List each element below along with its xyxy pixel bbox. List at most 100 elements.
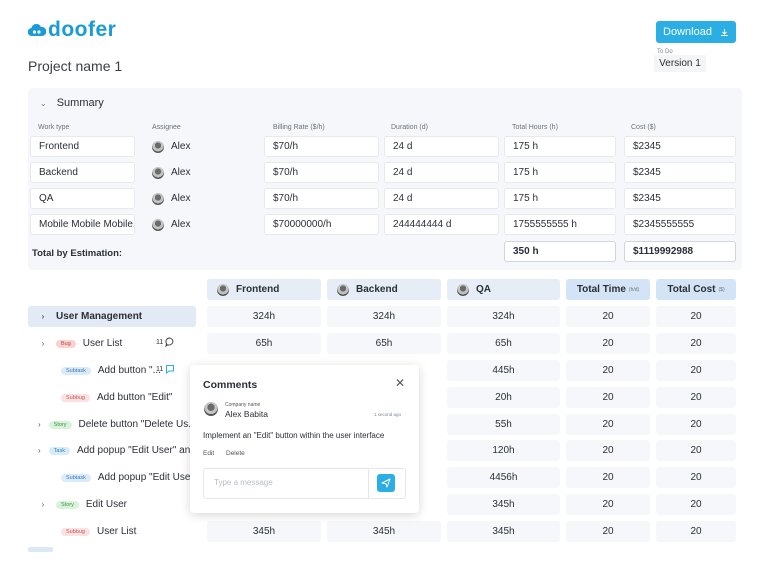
assignee-cell[interactable]: Alex	[144, 136, 259, 157]
cost-cell[interactable]: $2345555555	[624, 214, 736, 235]
total-hours-value: 350 h	[504, 241, 616, 262]
grid-value-cell[interactable]: 324h	[327, 306, 441, 327]
comment-count[interactable]: 11	[156, 337, 175, 347]
work-type-cell[interactable]: QA	[30, 188, 135, 209]
grid-value-cell[interactable]: 20	[656, 467, 736, 488]
grid-value-cell[interactable]: 4456h	[447, 467, 560, 488]
row-label: Delete button "Delete Us...	[78, 419, 197, 430]
grid-row-edit-user[interactable]: › Story Edit User	[28, 494, 196, 515]
duration-cell[interactable]: 24 d	[384, 136, 499, 157]
comment-author: Alex Babita	[225, 409, 268, 419]
grid-row-user-management[interactable]: › User Management	[28, 306, 196, 327]
avatar	[152, 166, 164, 179]
assignee-name: Alex	[171, 141, 191, 152]
grid-value-cell[interactable]: 20	[656, 387, 736, 408]
avatar	[457, 283, 469, 296]
horizontal-scrollbar[interactable]	[28, 547, 53, 552]
grid-value-cell[interactable]: 20	[656, 440, 736, 461]
subbug-tag: Subbug	[61, 527, 90, 536]
grid-value-cell[interactable]: 445h	[447, 360, 560, 381]
download-button[interactable]: Download	[656, 21, 736, 43]
comment-icon	[165, 337, 174, 347]
avatar	[152, 140, 164, 153]
work-type-cell[interactable]: Frontend	[30, 136, 135, 157]
grid-value-cell[interactable]: 20	[656, 521, 736, 542]
grid-value-cell[interactable]: 65h	[327, 333, 441, 354]
grid-value-cell[interactable]: 65h	[207, 333, 321, 354]
grid-value-cell[interactable]: 20	[656, 414, 736, 435]
app-logo[interactable]: doofer	[28, 18, 116, 42]
duration-cell[interactable]: 244444444 d	[384, 214, 499, 235]
grid-row-user-list[interactable]: › Bug User List	[28, 333, 196, 354]
cost-cell[interactable]: $2345	[624, 136, 736, 157]
assignee-cell[interactable]: Alex	[144, 188, 259, 209]
grid-row-delete-button[interactable]: › Story Delete button "Delete Us...	[28, 414, 197, 435]
grid-row-add-popup-subtask[interactable]: Subtask Add popup "Edit User"...	[28, 467, 206, 488]
duration-cell[interactable]: 24 d	[384, 188, 499, 209]
col-header-duration: Duration (d)	[391, 124, 428, 131]
grid-value-cell[interactable]: 345h	[327, 521, 441, 542]
cost-cell[interactable]: $2345	[624, 188, 736, 209]
cost-cell[interactable]: $2345	[624, 162, 736, 183]
total-hours-cell[interactable]: 175 h	[504, 162, 616, 183]
work-type-cell[interactable]: Backend	[30, 162, 135, 183]
col-header-work-type: Work type	[38, 124, 70, 131]
grid-value-cell[interactable]: 324h	[207, 306, 321, 327]
grid-value-cell[interactable]: 55h	[447, 414, 560, 435]
billing-rate-cell[interactable]: $70/h	[264, 188, 379, 209]
download-icon	[720, 28, 728, 36]
duration-cell[interactable]: 24 d	[384, 162, 499, 183]
row-label: User Management	[56, 311, 143, 322]
total-hours-cell[interactable]: 175 h	[504, 136, 616, 157]
summary-toggle[interactable]: ⌄ Summary	[40, 97, 104, 109]
grid-value-cell[interactable]: 120h	[447, 440, 560, 461]
grid-value-cell[interactable]: 345h	[207, 521, 321, 542]
grid-value-cell[interactable]: 20h	[447, 387, 560, 408]
grid-header-label: Frontend	[236, 284, 280, 295]
work-type-cell[interactable]: Mobile Mobile Mobile...	[30, 214, 135, 235]
grid-value-cell[interactable]: 20	[566, 360, 650, 381]
logo-text: doofer	[48, 18, 117, 41]
send-button[interactable]	[377, 474, 395, 492]
grid-value-cell[interactable]: 324h	[447, 306, 560, 327]
row-label: Add popup "Edit User" an...	[76, 445, 199, 456]
message-input[interactable]	[214, 478, 364, 487]
comment-count[interactable]: 11	[156, 364, 175, 374]
grid-value-cell[interactable]: 20	[656, 494, 736, 515]
assignee-cell[interactable]: Alex	[144, 162, 259, 183]
assignee-cell[interactable]: Alex	[144, 214, 259, 235]
billing-rate-cell[interactable]: $70/h	[264, 162, 379, 183]
grid-value-cell[interactable]: 20	[566, 333, 650, 354]
comment-edit-link[interactable]: Edit	[203, 450, 215, 457]
grid-value-cell[interactable]: 345h	[447, 521, 560, 542]
grid-value-cell[interactable]: 20	[566, 467, 650, 488]
col-header-cost: Cost ($)	[631, 124, 656, 131]
comment-delete-link[interactable]: Delete	[226, 450, 245, 457]
assignee-name: Alex	[171, 167, 191, 178]
grid-value-cell[interactable]: 20	[656, 333, 736, 354]
grid-value-cell[interactable]: 20	[566, 387, 650, 408]
grid-row-add-button-edit[interactable]: Subbug Add button "Edit"	[28, 387, 196, 408]
comment-text: Implement an "Edit" button within the us…	[203, 431, 385, 440]
grid-row-add-button-subtask[interactable]: Subtask Add button "...	[28, 360, 196, 381]
grid-row-user-list-subbug[interactable]: Subbug User List	[28, 521, 196, 542]
grid-value-cell[interactable]: 20	[566, 306, 650, 327]
grid-value-cell[interactable]: 20	[566, 521, 650, 542]
total-hours-cell[interactable]: 1755555555 h	[504, 214, 616, 235]
close-icon[interactable]: ✕	[395, 376, 406, 390]
total-estimation-label: Total by Estimation:	[32, 248, 123, 259]
grid-header-backend: Backend	[327, 279, 441, 300]
grid-row-add-popup-task[interactable]: › Task Add popup "Edit User" an...	[28, 440, 199, 461]
grid-value-cell[interactable]: 345h	[447, 494, 560, 515]
total-hours-cell[interactable]: 175 h	[504, 188, 616, 209]
grid-value-cell[interactable]: 20	[566, 494, 650, 515]
grid-value-cell[interactable]: 20	[566, 414, 650, 435]
billing-rate-cell[interactable]: $70000000/h	[264, 214, 379, 235]
grid-value-cell[interactable]: 20	[566, 440, 650, 461]
grid-value-cell[interactable]: 20	[656, 306, 736, 327]
version-select[interactable]: Version 1	[654, 55, 706, 72]
comment-time: 1 second ago	[374, 412, 402, 417]
grid-value-cell[interactable]: 65h	[447, 333, 560, 354]
grid-value-cell[interactable]: 20	[656, 360, 736, 381]
billing-rate-cell[interactable]: $70/h	[264, 136, 379, 157]
